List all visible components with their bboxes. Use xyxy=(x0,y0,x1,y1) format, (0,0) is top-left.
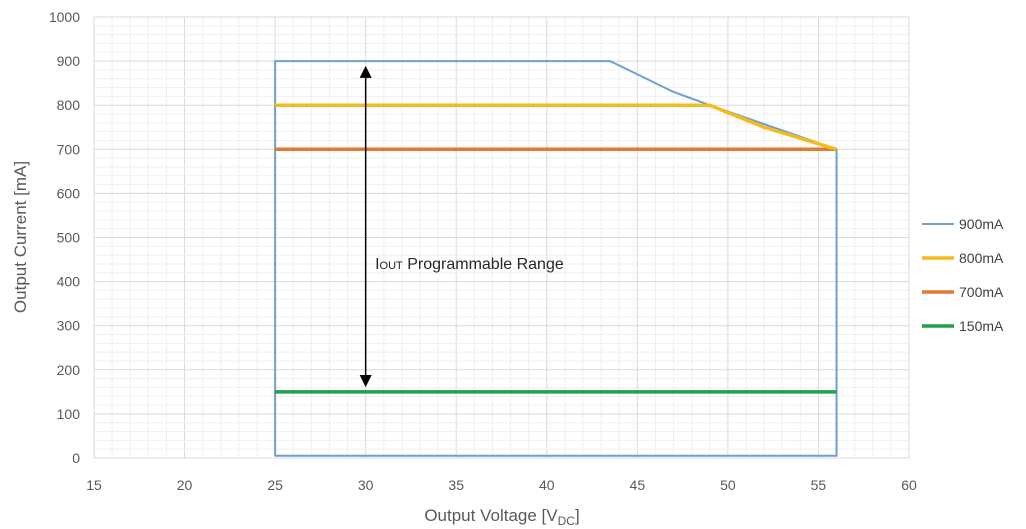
plot-area-border xyxy=(93,16,910,459)
y-tick-labels: 0 100 200 300 400 500 600 700 800 900 1000 xyxy=(49,9,80,466)
series-layer xyxy=(274,60,838,457)
x-tick-label: 60 xyxy=(901,477,917,493)
x-tick-label: 35 xyxy=(448,477,464,493)
y-tick-label: 100 xyxy=(57,406,81,422)
x-tick-label: 40 xyxy=(539,477,555,493)
x-axis-title-subscript: DC xyxy=(558,514,576,528)
x-tick-label: 25 xyxy=(267,477,283,493)
x-tick-label: 15 xyxy=(86,477,102,493)
plot-border xyxy=(93,16,910,459)
y-tick-label: 200 xyxy=(57,362,81,378)
range-label-subscript: OUT xyxy=(380,260,404,272)
y-tick-label: 300 xyxy=(57,318,81,334)
y-tick-label: 500 xyxy=(57,230,81,246)
legend-label: 900mA xyxy=(959,216,1004,232)
y-tick-label: 700 xyxy=(57,141,81,157)
x-tick-label: 55 xyxy=(811,477,827,493)
legend: 900mA 800mA 700mA 150mA xyxy=(922,216,1004,334)
x-axis-title: Output Voltage [VDC] xyxy=(424,506,579,528)
legend-label: 800mA xyxy=(959,250,1004,266)
x-tick-labels: 15 20 25 30 35 40 45 50 55 60 xyxy=(86,477,917,493)
y-tick-label: 400 xyxy=(57,274,81,290)
series-line-900mA xyxy=(274,60,838,457)
x-tick-label: 50 xyxy=(720,477,736,493)
x-axis-title-main: Output Voltage [V xyxy=(424,506,558,525)
grid xyxy=(93,16,910,459)
x-tick-label: 45 xyxy=(630,477,646,493)
x-tick-label: 20 xyxy=(177,477,193,493)
y-axis-title: Output Current [mA] xyxy=(11,161,30,313)
x-tick-label: 30 xyxy=(358,477,374,493)
range-label-suffix: Programmable Range xyxy=(403,256,564,273)
legend-label: 700mA xyxy=(959,284,1004,300)
y-tick-label: 1000 xyxy=(49,9,80,25)
range-label-prefix: I xyxy=(375,256,379,273)
legend-label: 150mA xyxy=(959,318,1004,334)
range-label: IOUT Programmable Range xyxy=(375,256,564,273)
annotation-layer: IOUT Programmable Range xyxy=(359,65,564,388)
y-tick-label: 0 xyxy=(72,450,80,466)
series-line-800mA xyxy=(275,103,838,151)
y-tick-label: 800 xyxy=(57,97,81,113)
y-tick-label: 900 xyxy=(57,53,81,69)
x-axis-title-tail: ] xyxy=(575,506,580,525)
y-tick-label: 600 xyxy=(57,185,81,201)
